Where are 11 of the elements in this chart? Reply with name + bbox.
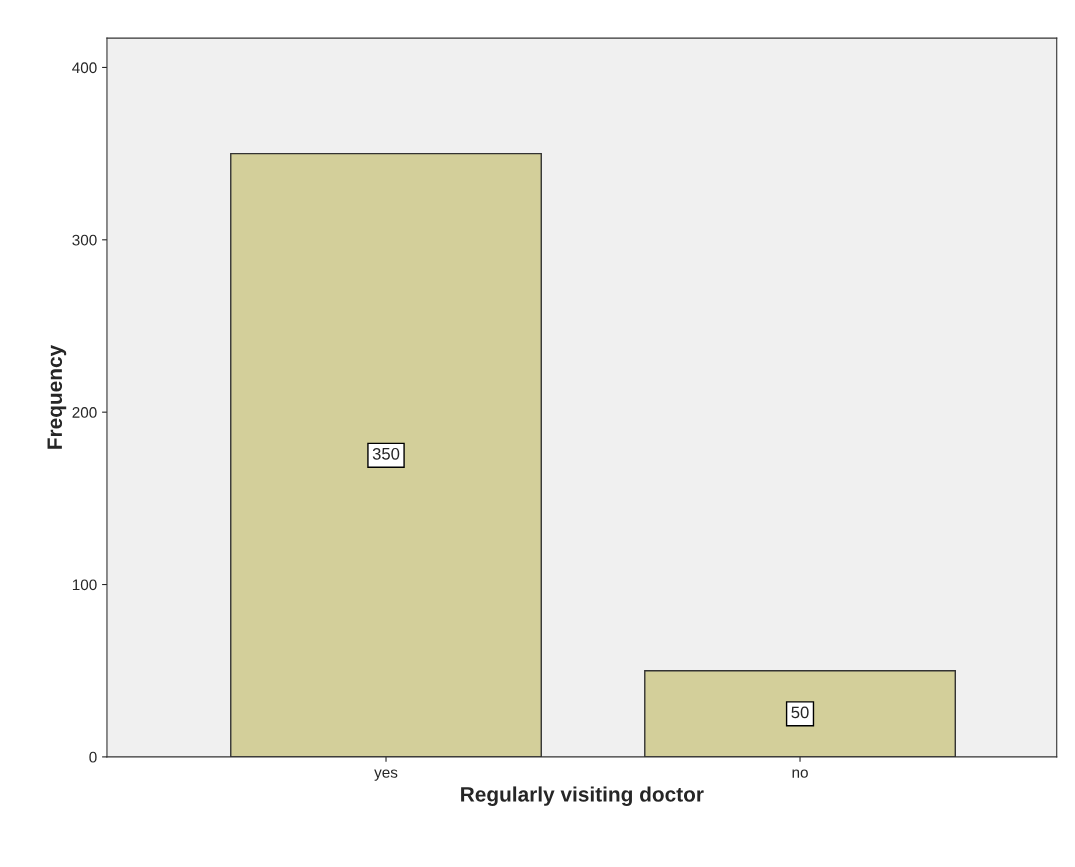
data-label: 350: [372, 447, 400, 460]
y-tick-label: 0: [89, 751, 97, 763]
data-label: 50: [791, 706, 809, 719]
y-tick-label: 300: [72, 234, 97, 246]
x-axis-title: Regularly visiting doctor: [461, 786, 704, 806]
y-tick-label: 200: [72, 407, 97, 418]
x-tick-label: yes: [374, 769, 398, 781]
y-axis-title: Frequency: [47, 344, 67, 449]
x-tick-label: no: [792, 769, 808, 778]
y-tick-label: 400: [72, 62, 97, 74]
y-tick-label: 100: [72, 579, 97, 591]
